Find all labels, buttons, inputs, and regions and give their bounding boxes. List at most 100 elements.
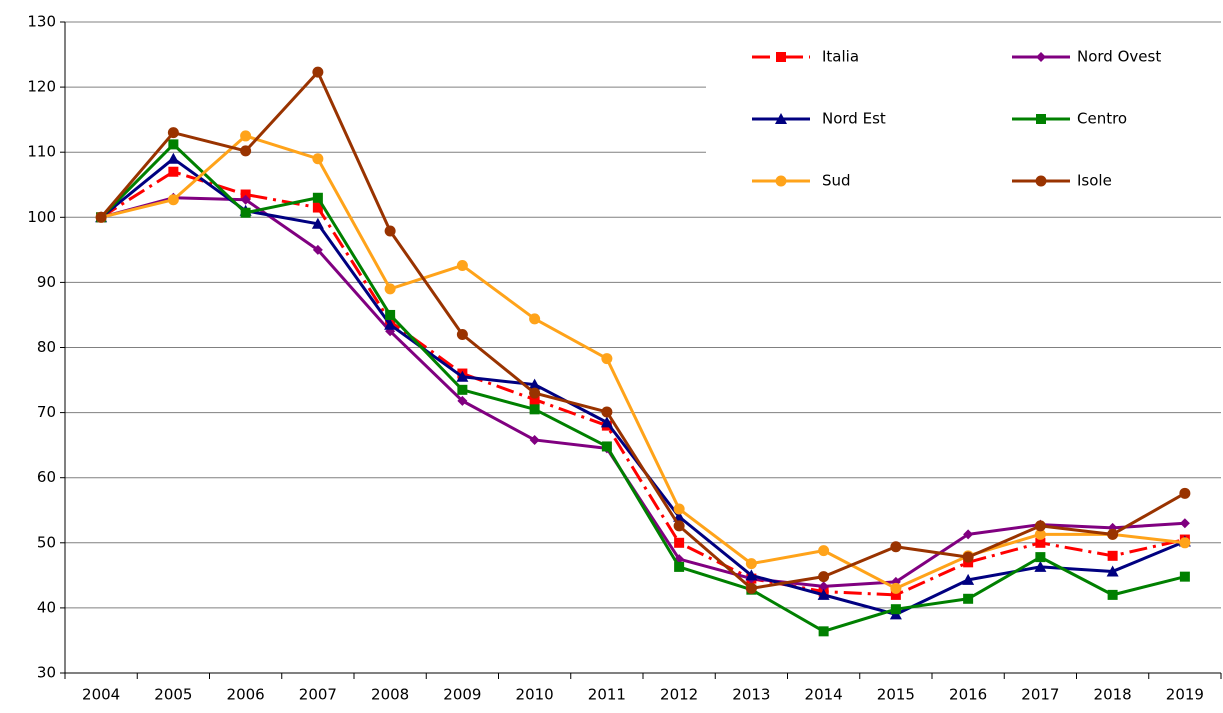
marker bbox=[1179, 571, 1190, 582]
marker bbox=[1034, 560, 1047, 572]
marker bbox=[528, 378, 541, 390]
marker bbox=[168, 139, 179, 150]
marker bbox=[529, 394, 540, 405]
marker bbox=[818, 626, 829, 637]
marker bbox=[1035, 175, 1047, 187]
marker bbox=[674, 561, 685, 572]
marker bbox=[962, 573, 975, 585]
marker bbox=[1107, 550, 1118, 561]
x-tick-label: 2011 bbox=[588, 686, 626, 704]
x-tick-label: 2015 bbox=[877, 686, 915, 704]
marker bbox=[456, 328, 468, 340]
marker bbox=[456, 259, 468, 271]
series-line bbox=[100, 170, 1186, 597]
marker bbox=[384, 283, 396, 295]
marker bbox=[167, 152, 180, 164]
marker bbox=[673, 503, 685, 515]
series bbox=[96, 166, 1190, 600]
marker bbox=[168, 166, 179, 177]
marker bbox=[745, 569, 758, 581]
marker bbox=[167, 127, 179, 139]
marker bbox=[818, 545, 830, 557]
marker bbox=[385, 309, 396, 320]
y-tick-label: 120 bbox=[27, 78, 56, 96]
x-tick-label: 2010 bbox=[516, 686, 554, 704]
marker bbox=[601, 406, 613, 418]
marker bbox=[1036, 52, 1046, 62]
series-line bbox=[100, 142, 1186, 633]
marker bbox=[311, 217, 324, 229]
x-tick-label: 2005 bbox=[154, 686, 192, 704]
y-tick-label: 40 bbox=[37, 598, 56, 616]
marker bbox=[1107, 589, 1118, 600]
marker bbox=[962, 551, 974, 563]
marker bbox=[529, 434, 540, 445]
marker bbox=[456, 370, 469, 382]
marker bbox=[529, 387, 541, 399]
marker bbox=[457, 384, 468, 395]
marker bbox=[673, 520, 685, 532]
marker bbox=[817, 588, 830, 600]
marker bbox=[1034, 528, 1046, 540]
x-tick-label: 2006 bbox=[227, 686, 265, 704]
marker bbox=[963, 593, 974, 604]
legend-label: Nord Ovest bbox=[1077, 48, 1161, 66]
y-tick-label: 130 bbox=[27, 13, 56, 31]
x-tick-label: 2014 bbox=[805, 686, 843, 704]
marker bbox=[457, 395, 468, 406]
marker bbox=[745, 558, 757, 570]
marker bbox=[1035, 552, 1046, 563]
marker bbox=[745, 582, 757, 594]
marker bbox=[312, 244, 323, 255]
series-line bbox=[99, 70, 1186, 590]
marker bbox=[1035, 537, 1046, 548]
marker bbox=[240, 194, 251, 205]
marker bbox=[1179, 487, 1191, 499]
marker bbox=[1107, 528, 1119, 540]
marker bbox=[775, 113, 787, 124]
x-tick-label: 2016 bbox=[949, 686, 987, 704]
marker bbox=[776, 52, 786, 62]
marker bbox=[312, 202, 323, 213]
series-line bbox=[100, 134, 1186, 590]
marker bbox=[1034, 520, 1046, 532]
x-tick-label: 2018 bbox=[1094, 686, 1132, 704]
marker bbox=[384, 225, 396, 237]
marker bbox=[775, 175, 787, 187]
marker bbox=[674, 537, 685, 548]
marker bbox=[95, 211, 107, 223]
x-tick-label: 2019 bbox=[1166, 686, 1204, 704]
marker bbox=[1106, 565, 1119, 577]
marker bbox=[240, 189, 251, 200]
y-tick-label: 110 bbox=[27, 143, 56, 161]
marker bbox=[312, 153, 324, 165]
legend-label: Sud bbox=[822, 172, 851, 190]
marker bbox=[384, 318, 397, 330]
marker bbox=[890, 541, 902, 553]
legend: Italia Nord Ovest Nord Est Centro Sud Isole bbox=[706, 23, 1221, 207]
series bbox=[95, 66, 1191, 594]
marker bbox=[312, 192, 323, 203]
y-tick-label: 70 bbox=[37, 403, 56, 421]
series-line bbox=[100, 196, 1185, 588]
marker bbox=[890, 589, 901, 600]
marker bbox=[240, 145, 252, 157]
y-tick-label: 60 bbox=[37, 468, 56, 486]
y-tick-label: 50 bbox=[37, 533, 56, 551]
series bbox=[95, 152, 1191, 620]
y-tick-label: 90 bbox=[37, 273, 56, 291]
y-tick-label: 30 bbox=[37, 664, 56, 682]
marker bbox=[818, 571, 830, 583]
marker bbox=[818, 581, 829, 592]
x-tick-label: 2012 bbox=[660, 686, 698, 704]
marker bbox=[601, 441, 612, 452]
x-tick-label: 2008 bbox=[371, 686, 409, 704]
marker bbox=[1036, 114, 1046, 124]
x-tick-label: 2013 bbox=[732, 686, 770, 704]
legend-label: Italia bbox=[822, 48, 859, 66]
legend-label: Isole bbox=[1077, 172, 1112, 190]
marker bbox=[890, 604, 901, 615]
series-line bbox=[100, 157, 1186, 616]
x-tick-label: 2009 bbox=[443, 686, 481, 704]
